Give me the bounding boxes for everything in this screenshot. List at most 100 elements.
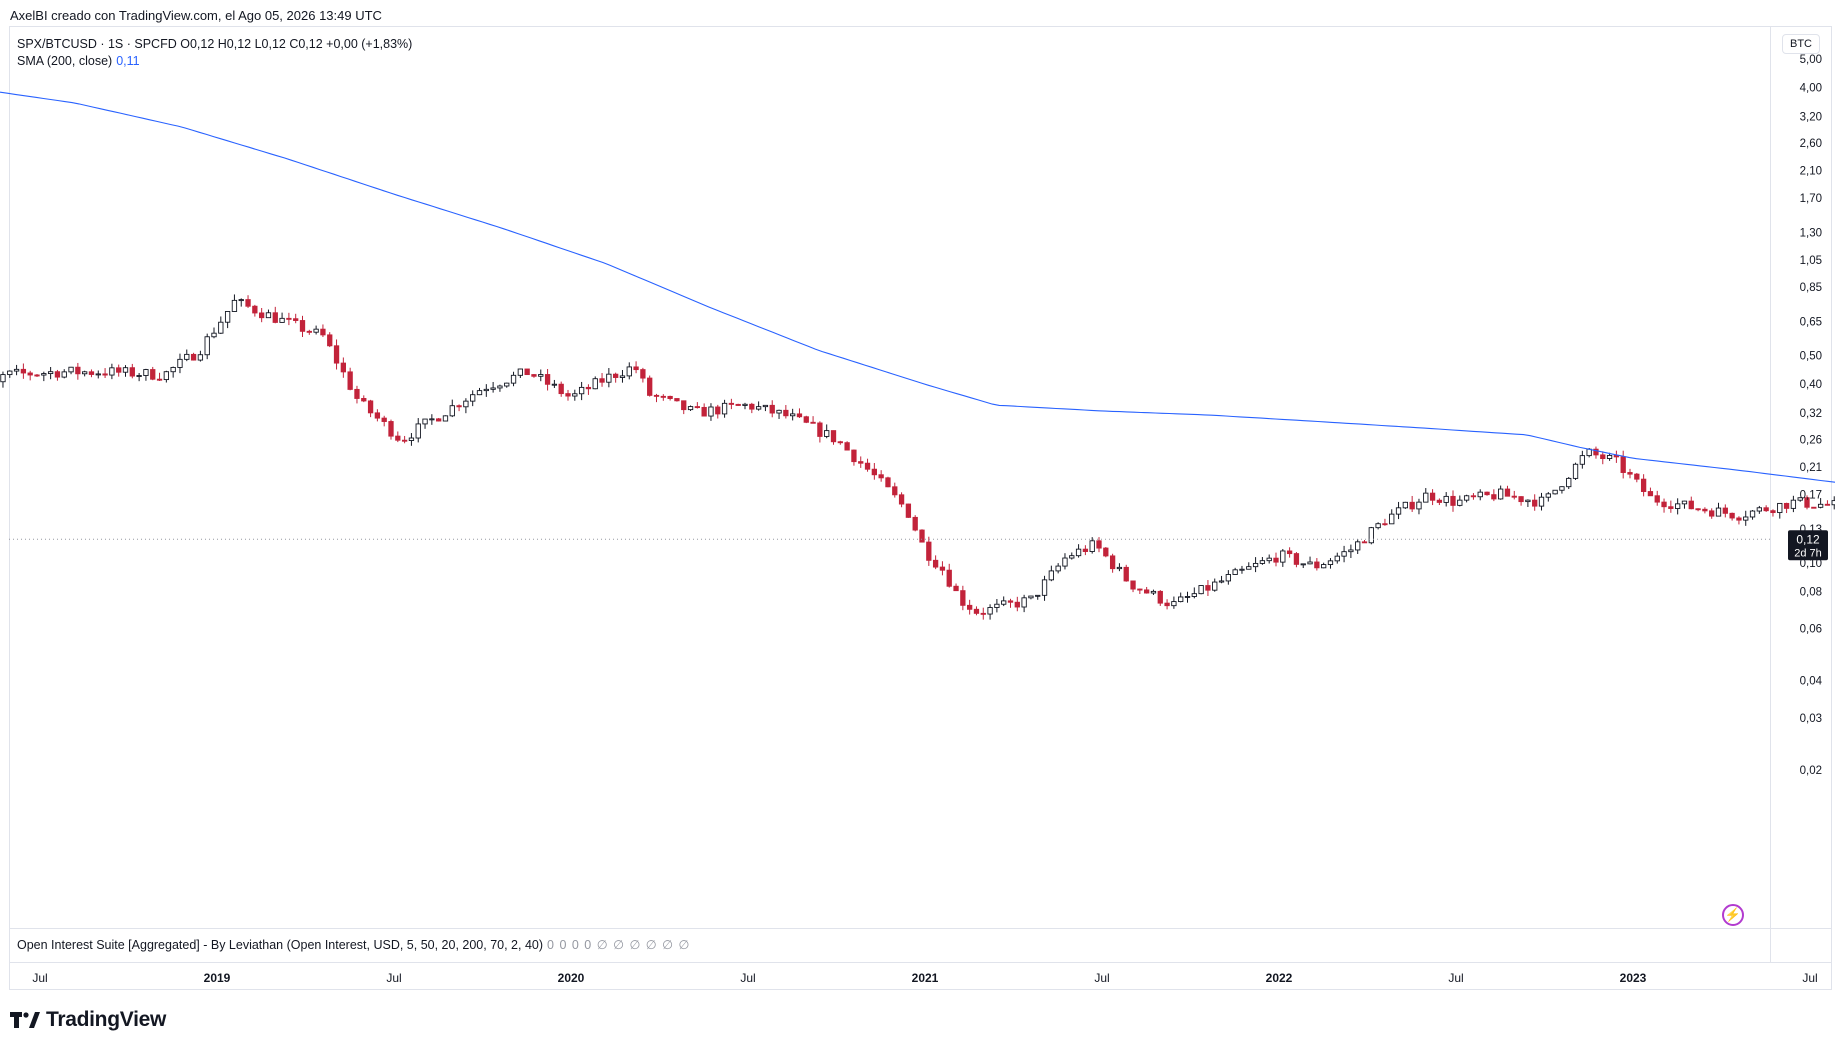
candle: [517, 368, 524, 378]
candle: [95, 370, 101, 379]
time-tick-label: Jul: [386, 971, 401, 985]
candle: [252, 304, 258, 317]
price-tick-label: 0,13: [1800, 524, 1822, 536]
candle: [1777, 502, 1783, 519]
price-tick-label: 0,17: [1800, 489, 1822, 501]
candle: [1273, 552, 1279, 567]
price-tick-label: 0,10: [1800, 558, 1822, 570]
price-tick-label: 0,02: [1800, 765, 1822, 777]
candle: [449, 399, 455, 418]
candle: [1688, 496, 1694, 510]
candle: [1463, 494, 1470, 503]
price-tick-label: 0,08: [1800, 586, 1822, 598]
candle: [762, 404, 769, 412]
candle: [796, 408, 803, 418]
candle: [408, 433, 415, 446]
pane-separator[interactable]: [9, 928, 1832, 929]
candle: [1634, 472, 1640, 483]
candle: [1729, 512, 1735, 521]
candle: [476, 387, 483, 396]
candle: [1491, 489, 1497, 502]
candle: [54, 369, 61, 381]
candle: [939, 561, 946, 576]
candle: [1157, 590, 1163, 606]
candle: [1014, 596, 1020, 612]
candle: [395, 431, 401, 443]
candle: [279, 312, 285, 323]
candle: [259, 307, 265, 323]
candle: [1334, 552, 1340, 564]
candle: [599, 373, 605, 387]
candle: [483, 384, 489, 397]
chart-credit: AxelBI creado con TradingView.com, el Ag…: [10, 8, 382, 23]
currency-unit-button[interactable]: BTC: [1782, 34, 1820, 54]
candle: [429, 414, 435, 425]
candle: [1824, 500, 1831, 506]
candle: [898, 492, 905, 508]
time-tick-label: 2022: [1266, 971, 1293, 985]
candle: [1477, 489, 1483, 501]
candle: [613, 372, 619, 383]
candle: [286, 312, 292, 326]
sma-legend[interactable]: SMA (200, close) 0,11: [17, 53, 412, 70]
price-tick-label: 0,32: [1800, 408, 1822, 420]
candle: [1123, 564, 1129, 582]
candle: [163, 370, 170, 383]
candle: [721, 399, 728, 418]
price-tick-label: 0,40: [1800, 379, 1822, 391]
candle: [306, 329, 312, 335]
candle: [858, 456, 864, 468]
candle: [75, 362, 81, 380]
candle: [1545, 492, 1551, 502]
candle: [388, 419, 394, 440]
time-tick-label: 2019: [204, 971, 231, 985]
candle: [102, 368, 108, 379]
candle: [1722, 504, 1728, 518]
candle: [1321, 562, 1327, 569]
candle: [1232, 567, 1238, 575]
time-axis-separator: [9, 962, 1832, 963]
candle: [170, 366, 176, 378]
candle: [1525, 499, 1531, 507]
candle: [1259, 557, 1266, 565]
candle: [1457, 495, 1463, 507]
candle: [538, 369, 544, 382]
candle: [742, 402, 748, 410]
sma-line[interactable]: [0, 86, 1835, 555]
open-interest-legend[interactable]: Open Interest Suite [Aggregated] - By Le…: [17, 937, 690, 952]
candle: [926, 536, 932, 566]
candle: [1307, 556, 1313, 565]
candle: [1681, 500, 1688, 509]
candle: [1470, 493, 1477, 500]
candle: [490, 381, 496, 393]
candle: [708, 403, 714, 421]
candle: [776, 409, 782, 419]
tradingview-logo-icon: [10, 1012, 40, 1028]
candle: [1395, 501, 1402, 520]
candle: [844, 441, 850, 451]
candle: [1736, 516, 1742, 525]
candle: [1239, 565, 1245, 574]
candle: [13, 364, 20, 376]
lightning-icon[interactable]: ⚡: [1722, 904, 1744, 926]
open-interest-label: Open Interest Suite [Aggregated] - By Le…: [17, 938, 544, 952]
candle: [953, 583, 959, 592]
candle: [1389, 509, 1395, 525]
candle: [667, 395, 673, 401]
candle: [967, 599, 973, 615]
candle: [912, 515, 918, 532]
candle: [715, 404, 721, 419]
candle: [1443, 492, 1449, 507]
candle: [41, 371, 47, 382]
candle: [1743, 510, 1749, 526]
candle: [1600, 451, 1606, 465]
price-tick-label: 4,00: [1800, 83, 1822, 95]
candle: [1150, 589, 1157, 595]
time-tick-label: Jul: [740, 971, 755, 985]
candle: [919, 529, 925, 543]
candle: [1130, 580, 1136, 593]
candle: [1246, 562, 1252, 570]
symbol-legend[interactable]: SPX/BTCUSD · 1S · SPCFD O0,12 H0,12 L0,1…: [17, 37, 413, 51]
